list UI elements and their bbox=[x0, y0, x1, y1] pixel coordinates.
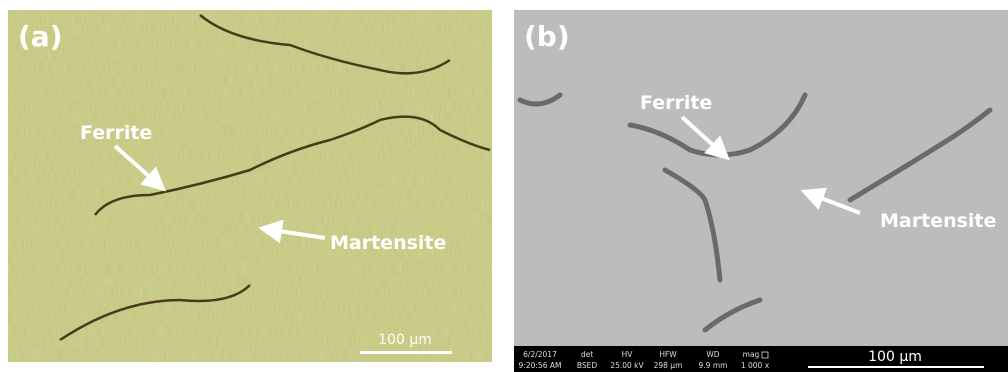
info-value: 9:20:56 AM bbox=[519, 361, 562, 370]
info-header: det bbox=[581, 350, 593, 359]
info-header: WD bbox=[706, 350, 719, 359]
panel-label: (b) bbox=[524, 20, 570, 53]
scale-bar bbox=[808, 366, 984, 368]
panel-b: (b) Ferrite Martensite 6/2/2017 9:20:56 … bbox=[514, 10, 1008, 372]
info-value: 9.9 mm bbox=[699, 361, 728, 370]
info-header: HV bbox=[622, 350, 634, 359]
panel-label: (a) bbox=[18, 20, 63, 53]
annotation: Martensite bbox=[330, 232, 446, 254]
info-header: mag bbox=[743, 350, 760, 359]
scale-bar bbox=[360, 351, 452, 354]
annotation: Ferrite bbox=[640, 92, 712, 114]
info-value: 25.00 kV bbox=[610, 361, 644, 370]
figure: (a) Ferrite Martensite 100 µm (b) Ferrit… bbox=[0, 0, 1008, 372]
scale-bar-label: 100 µm bbox=[378, 332, 432, 348]
info-header: 6/2/2017 bbox=[523, 350, 557, 359]
info-header: HFW bbox=[659, 350, 677, 359]
info-value: BSED bbox=[577, 361, 598, 370]
annotation: Martensite bbox=[880, 210, 996, 232]
panel-a: (a) Ferrite Martensite 100 µm bbox=[8, 10, 492, 362]
page: (a) Ferrite Martensite 100 µm (b) Ferrit… bbox=[0, 0, 1008, 372]
annotation: Ferrite bbox=[80, 122, 152, 144]
scale-bar-label: 100 µm bbox=[868, 349, 922, 365]
info-value: 1 000 x bbox=[741, 361, 770, 370]
micrograph-texture bbox=[514, 10, 1008, 346]
micrograph-texture bbox=[8, 10, 492, 362]
info-value: 298 µm bbox=[654, 361, 683, 370]
